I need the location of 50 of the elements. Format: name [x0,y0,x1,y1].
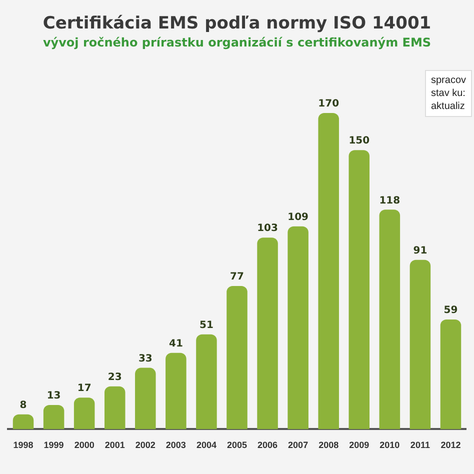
bar [196,334,217,430]
x-tick-label: 2001 [104,440,125,450]
bar [166,352,186,430]
bar [104,386,126,430]
data-label: 33 [138,353,152,364]
x-tick-label: 2000 [74,440,94,450]
data-label: 17 [77,383,92,394]
bar [288,226,308,430]
chart-title: Certifikácia EMS podľa normy ISO 14001 [42,14,432,34]
x-tick-label: 2005 [226,440,248,450]
bar [410,260,431,430]
data-label: 41 [168,338,183,350]
x-tick-label: 2006 [258,440,278,450]
bar [226,286,248,430]
x-tick-label: 2007 [288,440,308,450]
data-label: 51 [200,320,214,331]
x-tick-label: 2009 [349,440,370,450]
x-tick-label: 1999 [44,440,64,450]
data-label: 13 [46,390,61,402]
bar [440,319,462,430]
data-label: 8 [20,400,27,411]
x-tick-label: 2003 [166,440,186,450]
bar [379,210,400,430]
data-label: 170 [318,98,340,110]
x-tick-label: 2012 [440,440,461,450]
data-label: 150 [348,136,370,147]
x-tick-label: 2004 [196,440,216,450]
data-label: 77 [230,272,244,283]
x-tick-label: 2011 [410,440,430,450]
text: spracov [430,74,466,87]
data-label: 23 [108,372,122,384]
bar [74,398,95,430]
text: aktualiz [430,100,466,113]
data-label: 103 [257,223,278,234]
chart-subtitle: vývoj ročného prírastku organizácií s certifikovaným EMS [42,36,432,50]
data-label: 59 [444,305,458,316]
data-label: 91 [413,246,428,256]
data-label: 109 [288,212,309,224]
x-tick-label: 2008 [318,440,339,450]
bar [135,368,156,430]
bar [12,414,34,430]
text: stav ku: [430,87,466,100]
x-tick-label: 2010 [380,440,400,450]
data-label: 118 [379,195,400,206]
bar [257,238,278,430]
x-tick-label: 1998 [13,440,34,450]
bar [43,405,64,430]
bar [348,150,370,430]
bar [318,112,339,430]
x-tick-label: 2002 [135,440,156,450]
